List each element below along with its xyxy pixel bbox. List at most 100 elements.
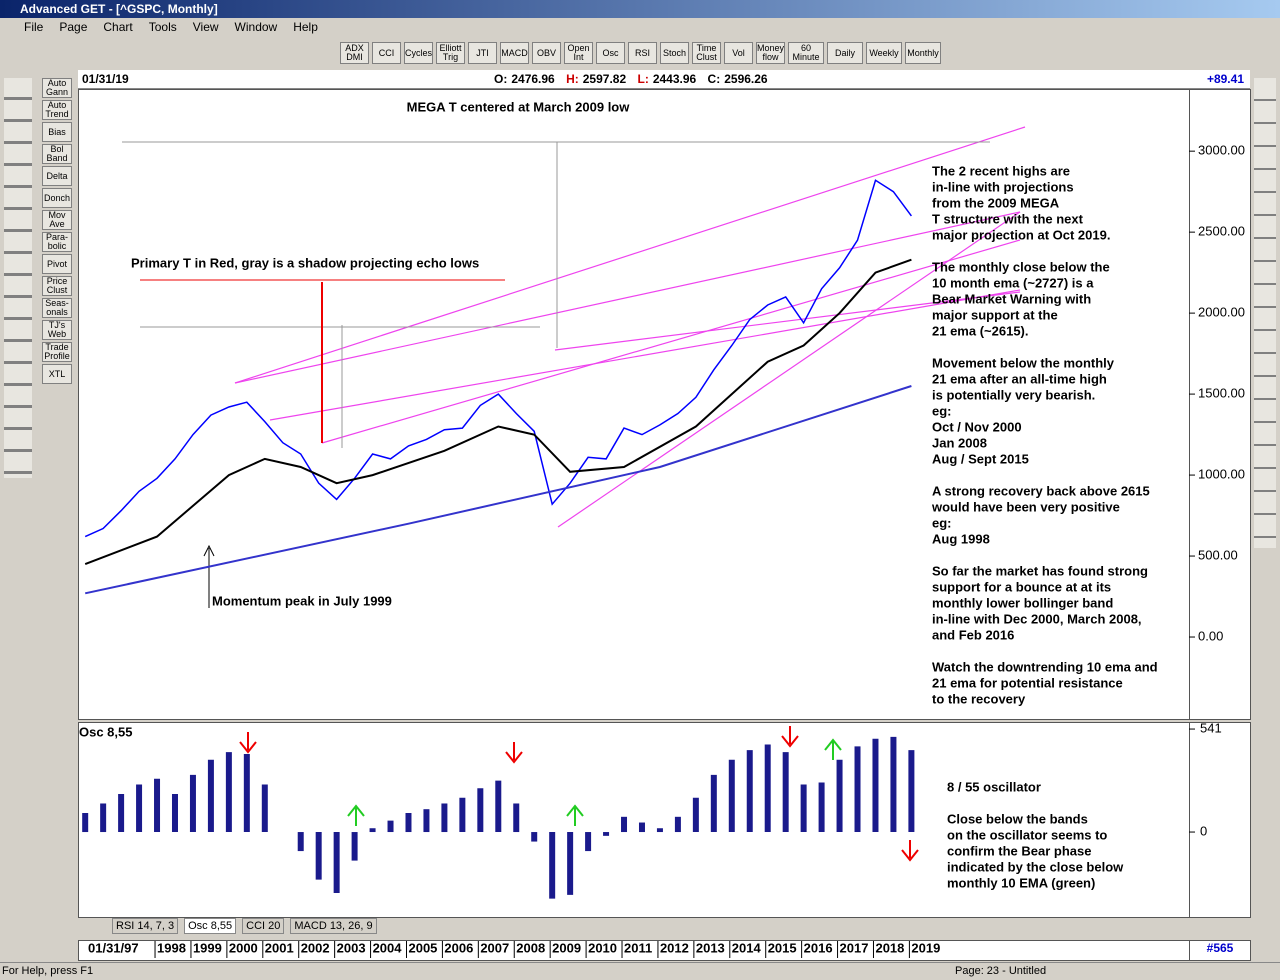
commentary-line: Aug / Sept 2015: [932, 451, 1029, 466]
commentary-line: is potentially very bearish.: [932, 387, 1095, 402]
close-label: C:: [707, 72, 721, 86]
window-title: Advanced GET - [^GSPC, Monthly]: [20, 2, 218, 16]
x-tick-label: 2001: [265, 940, 294, 955]
commentary-line: in-line with Dec 2000, March 2008,: [932, 611, 1142, 626]
menu-bar: File Page Chart Tools View Window Help: [24, 20, 318, 34]
status-help: For Help, press F1: [2, 965, 94, 977]
x-tick-label: 2002: [301, 940, 330, 955]
x-tick-label: 2013: [696, 940, 725, 955]
x-tick-label: 2010: [588, 940, 617, 955]
commentary-line: 8 / 55 oscillator: [947, 779, 1041, 794]
study-button[interactable]: Bias: [42, 122, 72, 142]
status-bar: For Help, press F1 Page: 23 - Untitled: [0, 962, 1280, 980]
study-button[interactable]: Delta: [42, 166, 72, 186]
commentary-line: in-line with projections: [932, 179, 1074, 194]
study-button[interactable]: Donch: [42, 188, 72, 208]
tool-button[interactable]: Open Int: [564, 42, 593, 64]
tool-button[interactable]: RSI: [628, 42, 657, 64]
tabs: RSI 14, 7, 3 Osc 8,55 CCI 20 MACD 13, 26, 9: [112, 918, 377, 934]
note: Momentum peak in July 1999: [212, 593, 392, 608]
left-toolbar: Auto Gann Auto Trend Bias Bol Band Delta Donc…: [42, 78, 72, 386]
study-button[interactable]: Mov Ave: [42, 210, 72, 230]
x-tick-label: 1998: [157, 940, 186, 955]
menu-item[interactable]: Chart: [103, 20, 133, 34]
commentary-line: 10 month ema (~2727) is a: [932, 275, 1094, 290]
commentary-line: monthly lower bollinger band: [932, 595, 1113, 610]
header: 01/31/19 O: 2476.96 H: 2597.82 L: 2443.96 C…: [78, 70, 1250, 89]
commentary-line: The 2 recent highs are: [932, 163, 1070, 178]
x-tick-label: 2019: [911, 940, 940, 955]
commentary-line: A strong recovery back above 2615: [932, 483, 1150, 498]
tool-button[interactable]: Weekly: [866, 42, 902, 64]
menu-item[interactable]: Tools: [148, 20, 177, 34]
commentary-line: on the oscillator seems to: [947, 827, 1107, 842]
chart-title: MEGA T centered at March 2009 low: [407, 99, 631, 114]
menu-item[interactable]: Page: [59, 20, 88, 34]
tool-button[interactable]: Osc: [596, 42, 625, 64]
commentary-line: confirm the Bear phase: [947, 843, 1092, 858]
tool-button[interactable]: Daily: [827, 42, 863, 64]
y-tick-label: 0.00: [1198, 628, 1223, 643]
series-line: [84, 179, 913, 538]
menu-item[interactable]: File: [24, 20, 44, 34]
study-button[interactable]: TJ's Web: [42, 320, 72, 340]
x-tick-label: 2005: [408, 940, 437, 955]
bar-count: #565: [1189, 940, 1251, 961]
tool-button[interactable]: JTI: [468, 42, 497, 64]
tool-button[interactable]: MACD: [500, 42, 529, 64]
study-button[interactable]: Bol Band: [42, 144, 72, 164]
x-tick-label: 2006: [444, 940, 473, 955]
study-button[interactable]: Para-bolic: [42, 232, 72, 252]
status-page: Page: 23 - Untitled: [955, 965, 1047, 977]
tab[interactable]: MACD 13, 26, 9: [290, 918, 377, 934]
close: 2596.26: [724, 72, 768, 86]
commentary-line: to the recovery: [932, 691, 1026, 706]
series-line: [84, 258, 912, 566]
arrow-head: [203, 544, 215, 557]
tool-button[interactable]: Time Clust: [692, 42, 721, 64]
x-tick-label: 2014: [732, 940, 762, 955]
study-button[interactable]: Pivot: [42, 254, 72, 274]
tool-button[interactable]: Stoch: [660, 42, 689, 64]
price-axis: [1189, 89, 1251, 720]
date-box: 01/31/97: [88, 940, 139, 955]
commentary-line: T structure with the next: [932, 211, 1084, 226]
tool-button[interactable]: 60 Minute: [788, 42, 824, 64]
tool-button[interactable]: Cycles: [404, 42, 433, 64]
study-button[interactable]: Price Clust: [42, 276, 72, 296]
tool-button[interactable]: CCI: [372, 42, 401, 64]
y-tick-label: 1000.00: [1198, 467, 1245, 482]
tool-button[interactable]: Elliott Trig: [436, 42, 465, 64]
study-button[interactable]: Auto Gann: [42, 78, 72, 98]
x-tick-label: 2000: [229, 940, 258, 955]
tab[interactable]: CCI 20: [242, 918, 285, 934]
tab[interactable]: Osc 8,55: [184, 918, 237, 934]
commentary-line: Bear Market Warning with: [932, 291, 1091, 306]
tool-button[interactable]: Monthly: [905, 42, 941, 64]
study-button[interactable]: XTL: [42, 364, 72, 384]
commentary-line: eg:: [932, 515, 952, 530]
x-tick-label: 2012: [660, 940, 689, 955]
open: 2476.96: [511, 72, 555, 86]
tab[interactable]: RSI 14, 7, 3: [112, 918, 179, 934]
osc-tick-label: 541: [1200, 720, 1222, 735]
study-button[interactable]: Trade Profile: [42, 342, 72, 362]
study-button[interactable]: Seas-onals: [42, 298, 72, 318]
x-tick-label: 2011: [624, 940, 652, 955]
tool-button[interactable]: ADX DMI: [340, 42, 369, 64]
tool-button[interactable]: Vol: [724, 42, 753, 64]
commentary-line: 21 ema after an all-time high: [932, 371, 1107, 386]
tool-button[interactable]: OBV: [532, 42, 561, 64]
bar-count-text: #565: [1206, 941, 1234, 955]
y-tick-label: 3000.00: [1198, 143, 1245, 158]
y-tick-label: 500.00: [1198, 547, 1238, 562]
x-tick-label: 2018: [875, 940, 904, 955]
study-button[interactable]: Auto Trend: [42, 100, 72, 120]
tool-button[interactable]: Money flow: [756, 42, 785, 64]
series-line: [84, 385, 912, 595]
menu-item[interactable]: Window: [234, 20, 278, 34]
menu-item[interactable]: Help: [293, 20, 318, 34]
menu-item[interactable]: View: [192, 20, 219, 34]
